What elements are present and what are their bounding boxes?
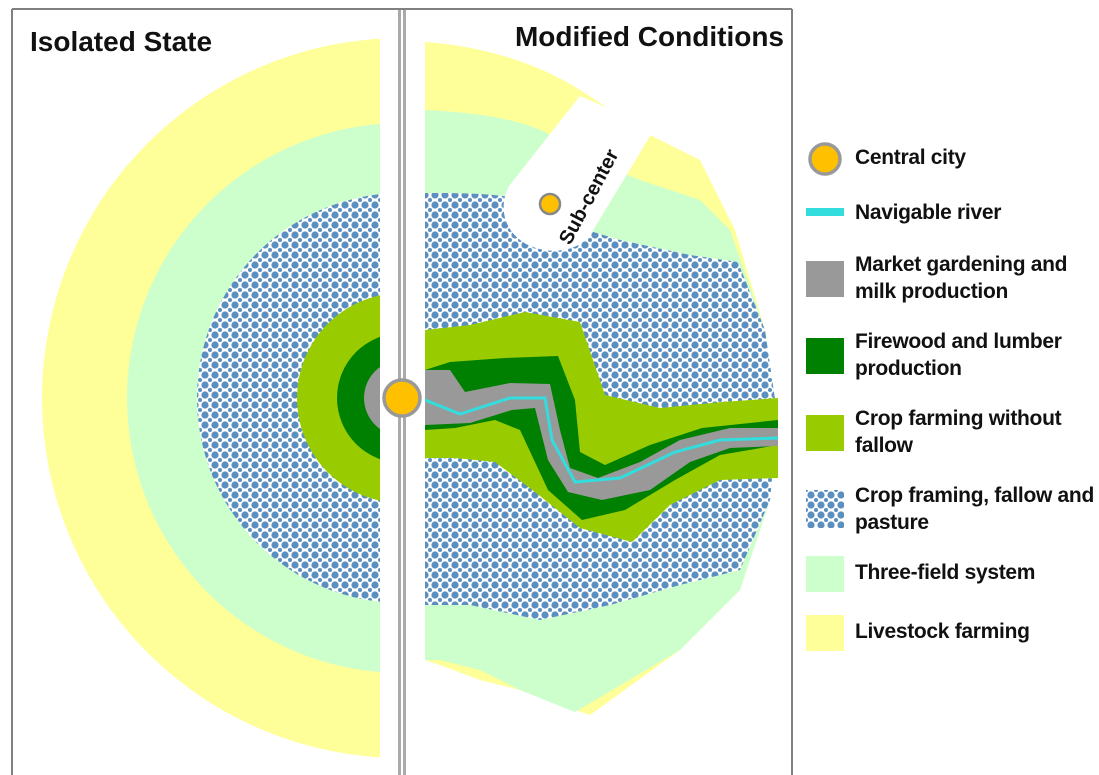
legend-item-market-gardening: Market gardening and milk production	[800, 251, 1095, 311]
crop-farming-swatch	[806, 415, 844, 451]
legend-item-navigable-river: Navigable river	[800, 200, 1095, 230]
central-city-icon	[808, 142, 842, 176]
legend-label: Firewood and lumber production	[855, 330, 1062, 380]
legend-item-livestock: Livestock farming	[800, 615, 1095, 655]
isolated-state-title: Isolated State	[30, 26, 212, 57]
fallow-ring-left	[197, 194, 380, 602]
legend-item-three-field: Three-field system	[800, 556, 1095, 596]
isolated-state-rings	[42, 38, 380, 758]
fallow-pasture-swatch	[806, 490, 844, 528]
legend-label: Market gardening and milk production	[855, 253, 1068, 303]
legend-label: Three-field system	[855, 561, 1036, 584]
market-ring-left	[364, 367, 380, 429]
legend-label: Central city	[855, 146, 966, 169]
legend-item-firewood: Firewood and lumber production	[800, 328, 1095, 388]
market-zone-right	[425, 370, 778, 500]
legend-item-crop-farming: Crop farming without fallow	[800, 405, 1095, 465]
modified-conditions-zones: Sub-center	[425, 42, 779, 715]
legend-label: Livestock farming	[855, 620, 1030, 643]
legend-item-central-city: Central city	[800, 138, 1095, 178]
legend-label: Navigable river	[855, 201, 1002, 224]
legend-label: Crop framing, fallow and pasture	[855, 484, 1094, 534]
legend-item-fallow-pasture: Crop framing, fallow and pasture	[800, 482, 1095, 542]
three-field-swatch	[806, 556, 844, 592]
modified-conditions-title: Modified Conditions	[515, 21, 784, 52]
livestock-swatch	[806, 615, 844, 651]
navigable-river	[425, 396, 779, 484]
subcenter-city-icon	[538, 192, 562, 216]
legend-label: Crop farming without fallow	[855, 407, 1062, 457]
river-icon	[806, 208, 844, 216]
firewood-swatch	[806, 338, 844, 374]
central-city-icon	[382, 378, 422, 418]
market-gardening-swatch	[806, 261, 844, 297]
firewood-ring-left	[337, 336, 380, 460]
